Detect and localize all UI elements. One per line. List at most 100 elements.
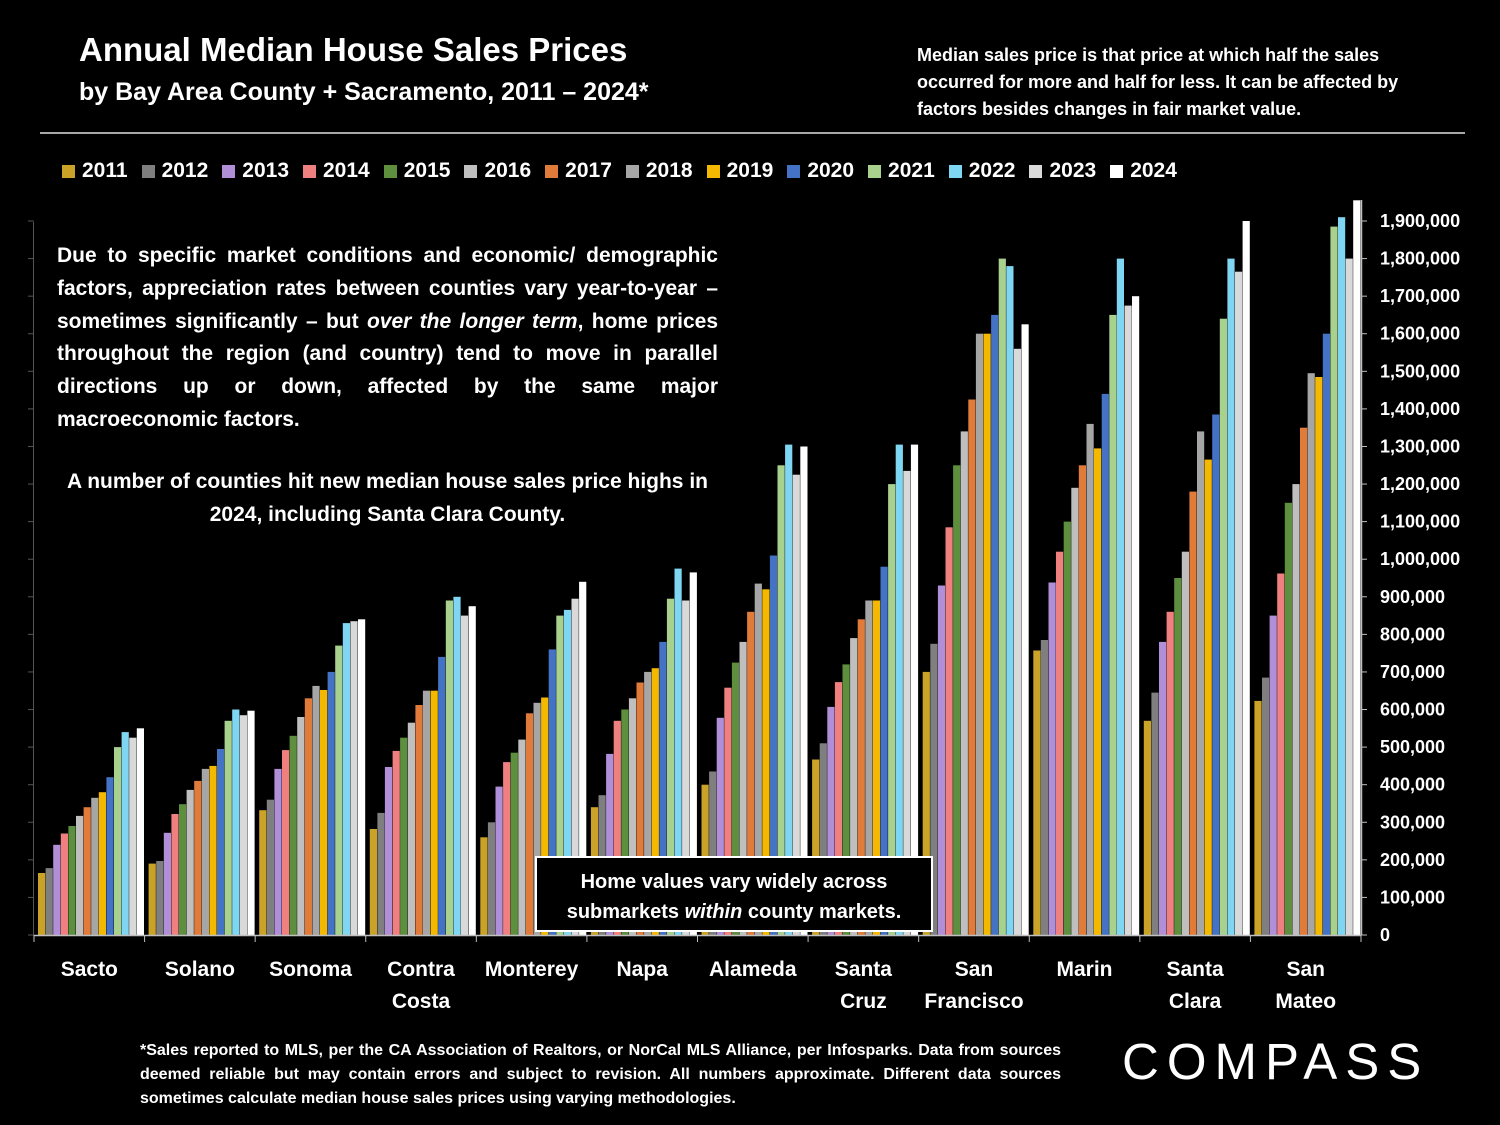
legend-item-2018: 2018: [625, 159, 693, 183]
bar-2013: [163, 832, 171, 935]
legend-label: 2013: [242, 159, 289, 182]
bar-2011: [259, 810, 267, 935]
legend-item-2022: 2022: [948, 159, 1015, 183]
y-tick-label: 600,000: [1380, 700, 1445, 720]
bar-2021: [888, 484, 896, 935]
annotation-text-a: Due to specific market conditions and ec…: [57, 244, 718, 333]
bar-2021: [1330, 226, 1338, 936]
bar-2021: [335, 645, 343, 935]
category-label: San: [1286, 958, 1325, 981]
bar-2019: [872, 600, 881, 935]
bar-2012: [930, 643, 938, 935]
legend-label: 2017: [565, 159, 612, 182]
category-label: Santa: [1167, 958, 1225, 981]
bar-2024: [1021, 324, 1029, 935]
y-tick-label: 1,000,000: [1380, 549, 1460, 569]
legend-label: 2018: [645, 159, 693, 182]
category-label: Mateo: [1275, 990, 1336, 1013]
annotation-text-b: , home prices throughout the region (and…: [57, 309, 718, 431]
bar-2014: [1166, 611, 1174, 935]
bar-2018: [422, 690, 431, 935]
legend-label: 2012: [161, 159, 209, 182]
bar-2018: [1307, 373, 1315, 935]
bar-2022: [121, 732, 129, 935]
bar-2020: [991, 314, 999, 935]
bar-2023: [792, 474, 800, 935]
bar-2020: [217, 749, 225, 935]
bar-2023: [571, 598, 579, 935]
bar-2015: [1174, 578, 1182, 935]
y-tick-label: 300,000: [1380, 812, 1445, 832]
bar-2019: [209, 765, 217, 935]
y-tick-label: 1,300,000: [1380, 436, 1460, 456]
bar-2024: [689, 572, 697, 935]
bar-2018: [533, 702, 541, 935]
bar-2013: [1159, 641, 1167, 935]
bar-2014: [282, 750, 290, 935]
callout-text-b: county markets.: [742, 901, 902, 923]
bar-2021: [1219, 318, 1227, 935]
bar-2024: [1353, 200, 1361, 936]
bar-2020: [548, 649, 556, 935]
bar-2012: [266, 799, 274, 935]
bar-2023: [682, 600, 690, 935]
bar-2022: [1227, 258, 1235, 936]
bar-2018: [865, 600, 873, 935]
legend-label: 2011: [82, 159, 128, 182]
bar-2016: [960, 431, 968, 935]
legend-item-2020: 2020: [787, 159, 854, 183]
callout-emphasis: within: [684, 901, 743, 923]
bar-2023: [129, 737, 137, 935]
bar-2016: [1292, 484, 1300, 935]
annotation-highs: A number of counties hit new median hous…: [66, 470, 708, 526]
legend-item-2017: 2017: [545, 159, 612, 183]
category-label: Santa: [835, 958, 893, 981]
bar-2024: [358, 619, 366, 935]
bar-2022: [674, 568, 682, 935]
bar-2016: [850, 638, 858, 935]
bar-2015: [1063, 521, 1071, 935]
legend-label: 2023: [1049, 159, 1097, 182]
legend-label: 2016: [484, 159, 532, 182]
bar-2013: [384, 767, 393, 935]
bar-2014: [613, 720, 621, 935]
bar-2015: [400, 737, 408, 935]
bar-2016: [628, 698, 637, 935]
submarket-callout: Home values vary widely across submarket…: [535, 856, 933, 932]
bar-2018: [201, 768, 209, 935]
bar-2014: [724, 687, 732, 935]
bar-2017: [194, 780, 202, 935]
bar-2014: [60, 833, 68, 935]
bar-2011: [1143, 720, 1151, 935]
legend-swatch: [222, 164, 236, 178]
bar-2020: [1322, 333, 1330, 935]
y-tick-label: 100,000: [1380, 887, 1445, 907]
annotation-emphasis: over the longer term: [366, 309, 578, 333]
bar-2024: [136, 728, 144, 935]
y-tick-label: 1,500,000: [1380, 361, 1460, 381]
legend-item-2015: 2015: [383, 159, 450, 183]
legend-swatch: [787, 164, 801, 178]
bar-2021: [114, 747, 122, 935]
legend-label: 2021: [888, 159, 935, 182]
bar-2023: [460, 615, 469, 935]
bar-2017: [747, 611, 755, 935]
legend-swatch: [141, 164, 155, 178]
category-label: Clara: [1169, 990, 1222, 1013]
legend-swatch: [868, 164, 882, 178]
y-tick-label: 0: [1380, 925, 1390, 945]
bar-2015: [179, 804, 187, 935]
bar-2017: [304, 698, 312, 935]
bar-2024: [468, 606, 476, 935]
bar-2014: [1277, 573, 1285, 935]
annotation-paragraph: Due to specific market conditions and ec…: [57, 240, 718, 437]
bar-2020: [1212, 414, 1220, 935]
category-label: Contra: [387, 958, 455, 981]
y-tick-label: 1,100,000: [1380, 512, 1460, 532]
chart-subtitle: by Bay Area County + Sacramento, 2011 – …: [79, 78, 649, 106]
category-label: Francisco: [924, 990, 1023, 1013]
bar-2013: [606, 753, 614, 935]
bar-2024: [1132, 296, 1140, 935]
bar-2011: [148, 863, 156, 935]
y-tick-label: 200,000: [1380, 850, 1445, 870]
